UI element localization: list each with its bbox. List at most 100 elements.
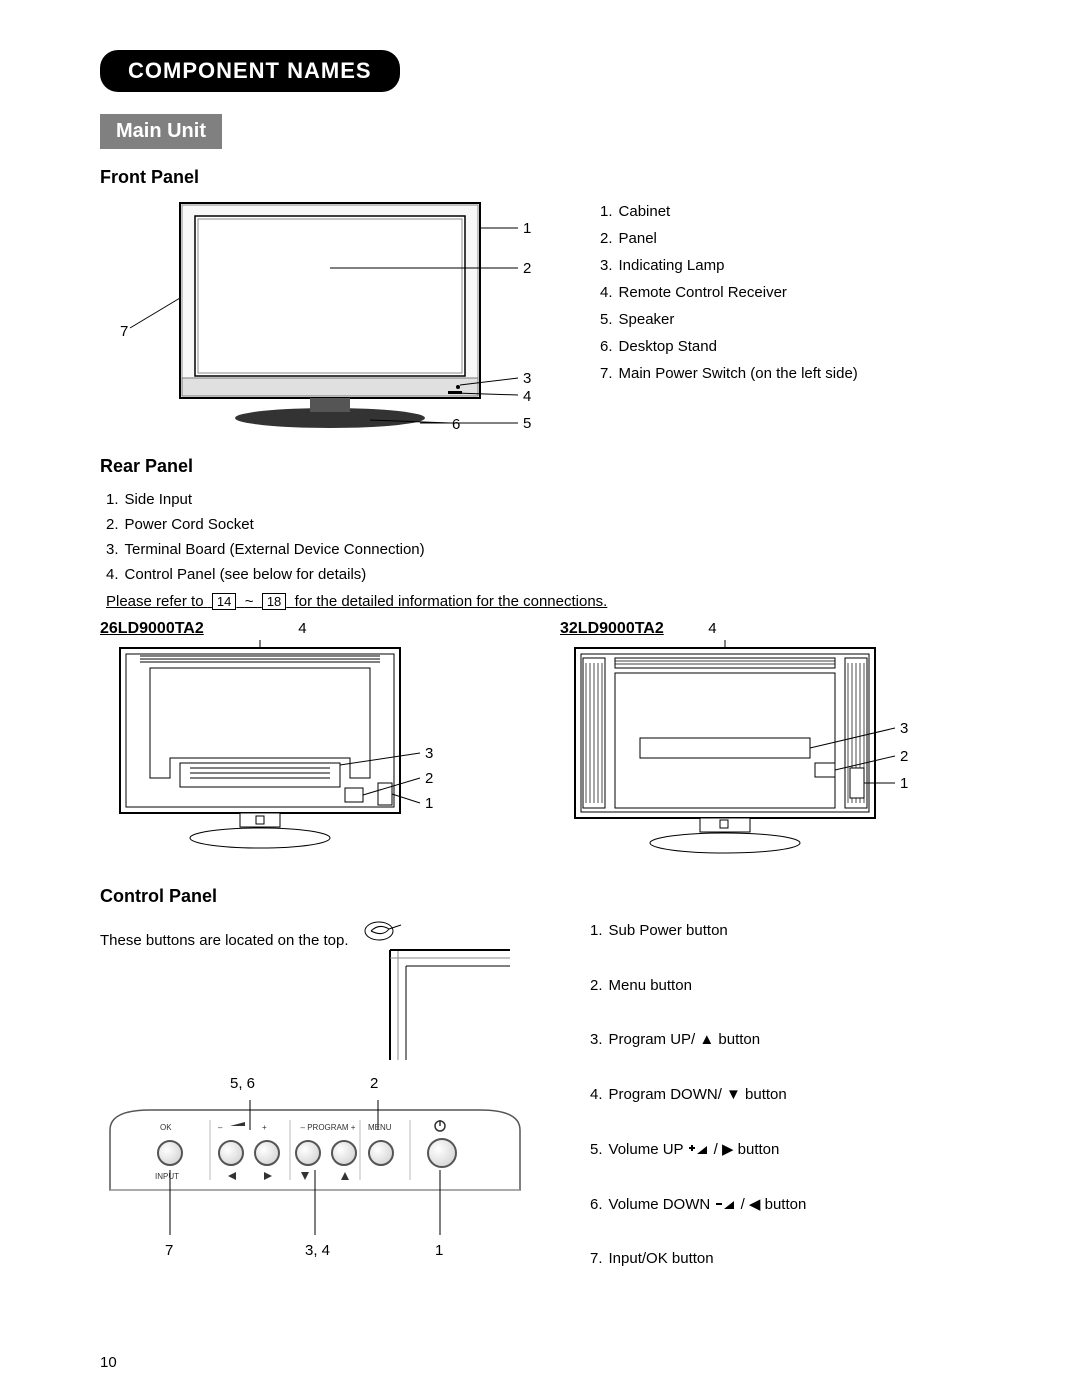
menu-button[interactable] [368, 1140, 394, 1166]
cp-caption: These buttons are located on the top. [100, 932, 349, 949]
ra-callout-2: 2 [425, 770, 433, 787]
rp-item-text: Control Panel (see below for details) [125, 562, 425, 587]
fp-item-num: 3. [600, 252, 619, 279]
rp-item-text: Power Cord Socket [125, 512, 425, 537]
rear-diagrams-row: 26LD9000TA2 4 [100, 620, 1000, 868]
cp-vol-up-suffix: / ▶ button [714, 1141, 780, 1158]
cp-item-text: Program UP/ ▲ button [609, 1026, 807, 1081]
model-a-label: 26LD9000TA2 [100, 620, 204, 637]
rear-panel-list: 1.Side Input 2.Power Cord Socket 3.Termi… [106, 487, 425, 587]
cp-vol-down-suffix: / ◀ button [741, 1196, 807, 1213]
program-label: – PROGRAM + [298, 1123, 358, 1132]
rear-diagram-b: 3 2 1 [560, 638, 980, 868]
corner-detail-svg [380, 940, 530, 1070]
rb-callout-4: 4 [708, 620, 716, 637]
rp-item-num: 3. [106, 537, 125, 562]
plus-label: + [262, 1123, 267, 1132]
cp-callout-1: 1 [435, 1242, 443, 1259]
fp-item-num: 6. [600, 333, 619, 360]
cp-item-text: Sub Power button [609, 917, 807, 972]
fp-callout-3: 3 [523, 370, 531, 387]
control-panel-left: These buttons are located on the top. 5,… [100, 917, 530, 1300]
subsection-header: Main Unit [100, 114, 222, 149]
fp-item-text: Main Power Switch (on the left side) [619, 360, 858, 387]
front-panel-diagram: 1 2 3 4 5 6 7 [120, 198, 570, 438]
ra-callout-3: 3 [425, 745, 433, 762]
cp-callout-56: 5, 6 [230, 1075, 255, 1092]
cp-item-num: 3. [590, 1026, 609, 1081]
volume-up-icon [687, 1144, 709, 1156]
fp-item-num: 4. [600, 279, 619, 306]
fp-callout-6: 6 [452, 416, 460, 433]
ok-label: OK [160, 1123, 172, 1132]
refer-post: for the detailed information for the con… [295, 593, 608, 610]
vol-up-button[interactable] [254, 1140, 280, 1166]
page-ref-a: 14 [212, 593, 236, 610]
program-up-button[interactable] [331, 1140, 357, 1166]
cp-item-num: 6. [590, 1191, 609, 1246]
fp-item-text: Indicating Lamp [619, 252, 858, 279]
cp-callout-2: 2 [370, 1075, 378, 1092]
control-panel-row: These buttons are located on the top. 5,… [100, 917, 1000, 1300]
cp-item-num: 5. [590, 1136, 609, 1191]
cp-item-text: Program DOWN/ ▼ button [609, 1081, 807, 1136]
fp-callout-7: 7 [120, 323, 128, 340]
front-panel-title: Front Panel [100, 167, 1000, 188]
page-number: 10 [100, 1354, 117, 1371]
rp-item-num: 2. [106, 512, 125, 537]
fp-item-text: Panel [619, 225, 858, 252]
rp-item-num: 4. [106, 562, 125, 587]
fp-callout-4: 4 [523, 388, 531, 405]
rear-panel-title: Rear Panel [100, 456, 1000, 477]
cp-item-text: Menu button [609, 972, 807, 1027]
front-panel-list: 1.Cabinet 2.Panel 3.Indicating Lamp 4.Re… [600, 198, 858, 387]
fp-item-text: Desktop Stand [619, 333, 858, 360]
rear-col-b: 32LD9000TA2 4 [560, 620, 980, 868]
volume-down-icon [714, 1199, 736, 1211]
front-panel-row: 1 2 3 4 5 6 7 1.Cabinet 2.Panel 3.Indica… [100, 198, 1000, 438]
cp-vol-up-text: Volume UP [609, 1141, 684, 1158]
control-panel-title: Control Panel [100, 886, 1000, 907]
fp-item-num: 5. [600, 306, 619, 333]
fp-item-num: 2. [600, 225, 619, 252]
refer-pre: Please refer to [106, 593, 204, 610]
rb-callout-3: 3 [900, 720, 908, 737]
refer-tilde: ~ [245, 593, 254, 610]
ok-input-button[interactable] [157, 1140, 183, 1166]
control-panel-list: 1.Sub Power button 2.Menu button 3.Progr… [590, 917, 806, 1300]
rear-diagram-a: 3 2 1 [100, 638, 520, 868]
fp-item-num: 1. [600, 198, 619, 225]
fp-item-text: Cabinet [619, 198, 858, 225]
control-panel-diagram: 5, 6 2 [100, 960, 530, 1300]
cp-item-text: Volume UP / ▶ button [609, 1136, 807, 1191]
model-b-label: 32LD9000TA2 [560, 620, 664, 637]
program-down-button[interactable] [295, 1140, 321, 1166]
tv-front-svg [120, 198, 570, 438]
cp-item-text: Volume DOWN / ◀ button [609, 1191, 807, 1246]
fp-callout-1: 1 [523, 220, 531, 237]
cp-vol-down-text: Volume DOWN [609, 1196, 711, 1213]
cp-item-num: 7. [590, 1245, 609, 1300]
cp-item-num: 2. [590, 972, 609, 1027]
rp-item-num: 1. [106, 487, 125, 512]
cp-item-num: 1. [590, 917, 609, 972]
rb-callout-1: 1 [900, 775, 908, 792]
cp-item-text: Input/OK button [609, 1245, 807, 1300]
fp-item-num: 7. [600, 360, 619, 387]
page-ref-b: 18 [262, 593, 286, 610]
fp-callout-2: 2 [523, 260, 531, 277]
rp-item-text: Side Input [125, 487, 425, 512]
fp-item-text: Remote Control Receiver [619, 279, 858, 306]
cp-callout-34: 3, 4 [305, 1242, 330, 1259]
ra-callout-4: 4 [298, 620, 306, 637]
input-label: INPUT [155, 1172, 179, 1181]
rear-col-a: 26LD9000TA2 4 [100, 620, 520, 868]
vol-down-button[interactable] [218, 1140, 244, 1166]
menu-label: MENU [368, 1123, 392, 1132]
refer-line: Please refer to 14 ~ 18 for the detailed… [106, 593, 1000, 610]
power-button[interactable] [427, 1138, 457, 1168]
minus-label: – [218, 1123, 222, 1132]
fp-item-text: Speaker [619, 306, 858, 333]
rb-callout-2: 2 [900, 748, 908, 765]
section-header-pill: COMPONENT NAMES [100, 50, 400, 92]
